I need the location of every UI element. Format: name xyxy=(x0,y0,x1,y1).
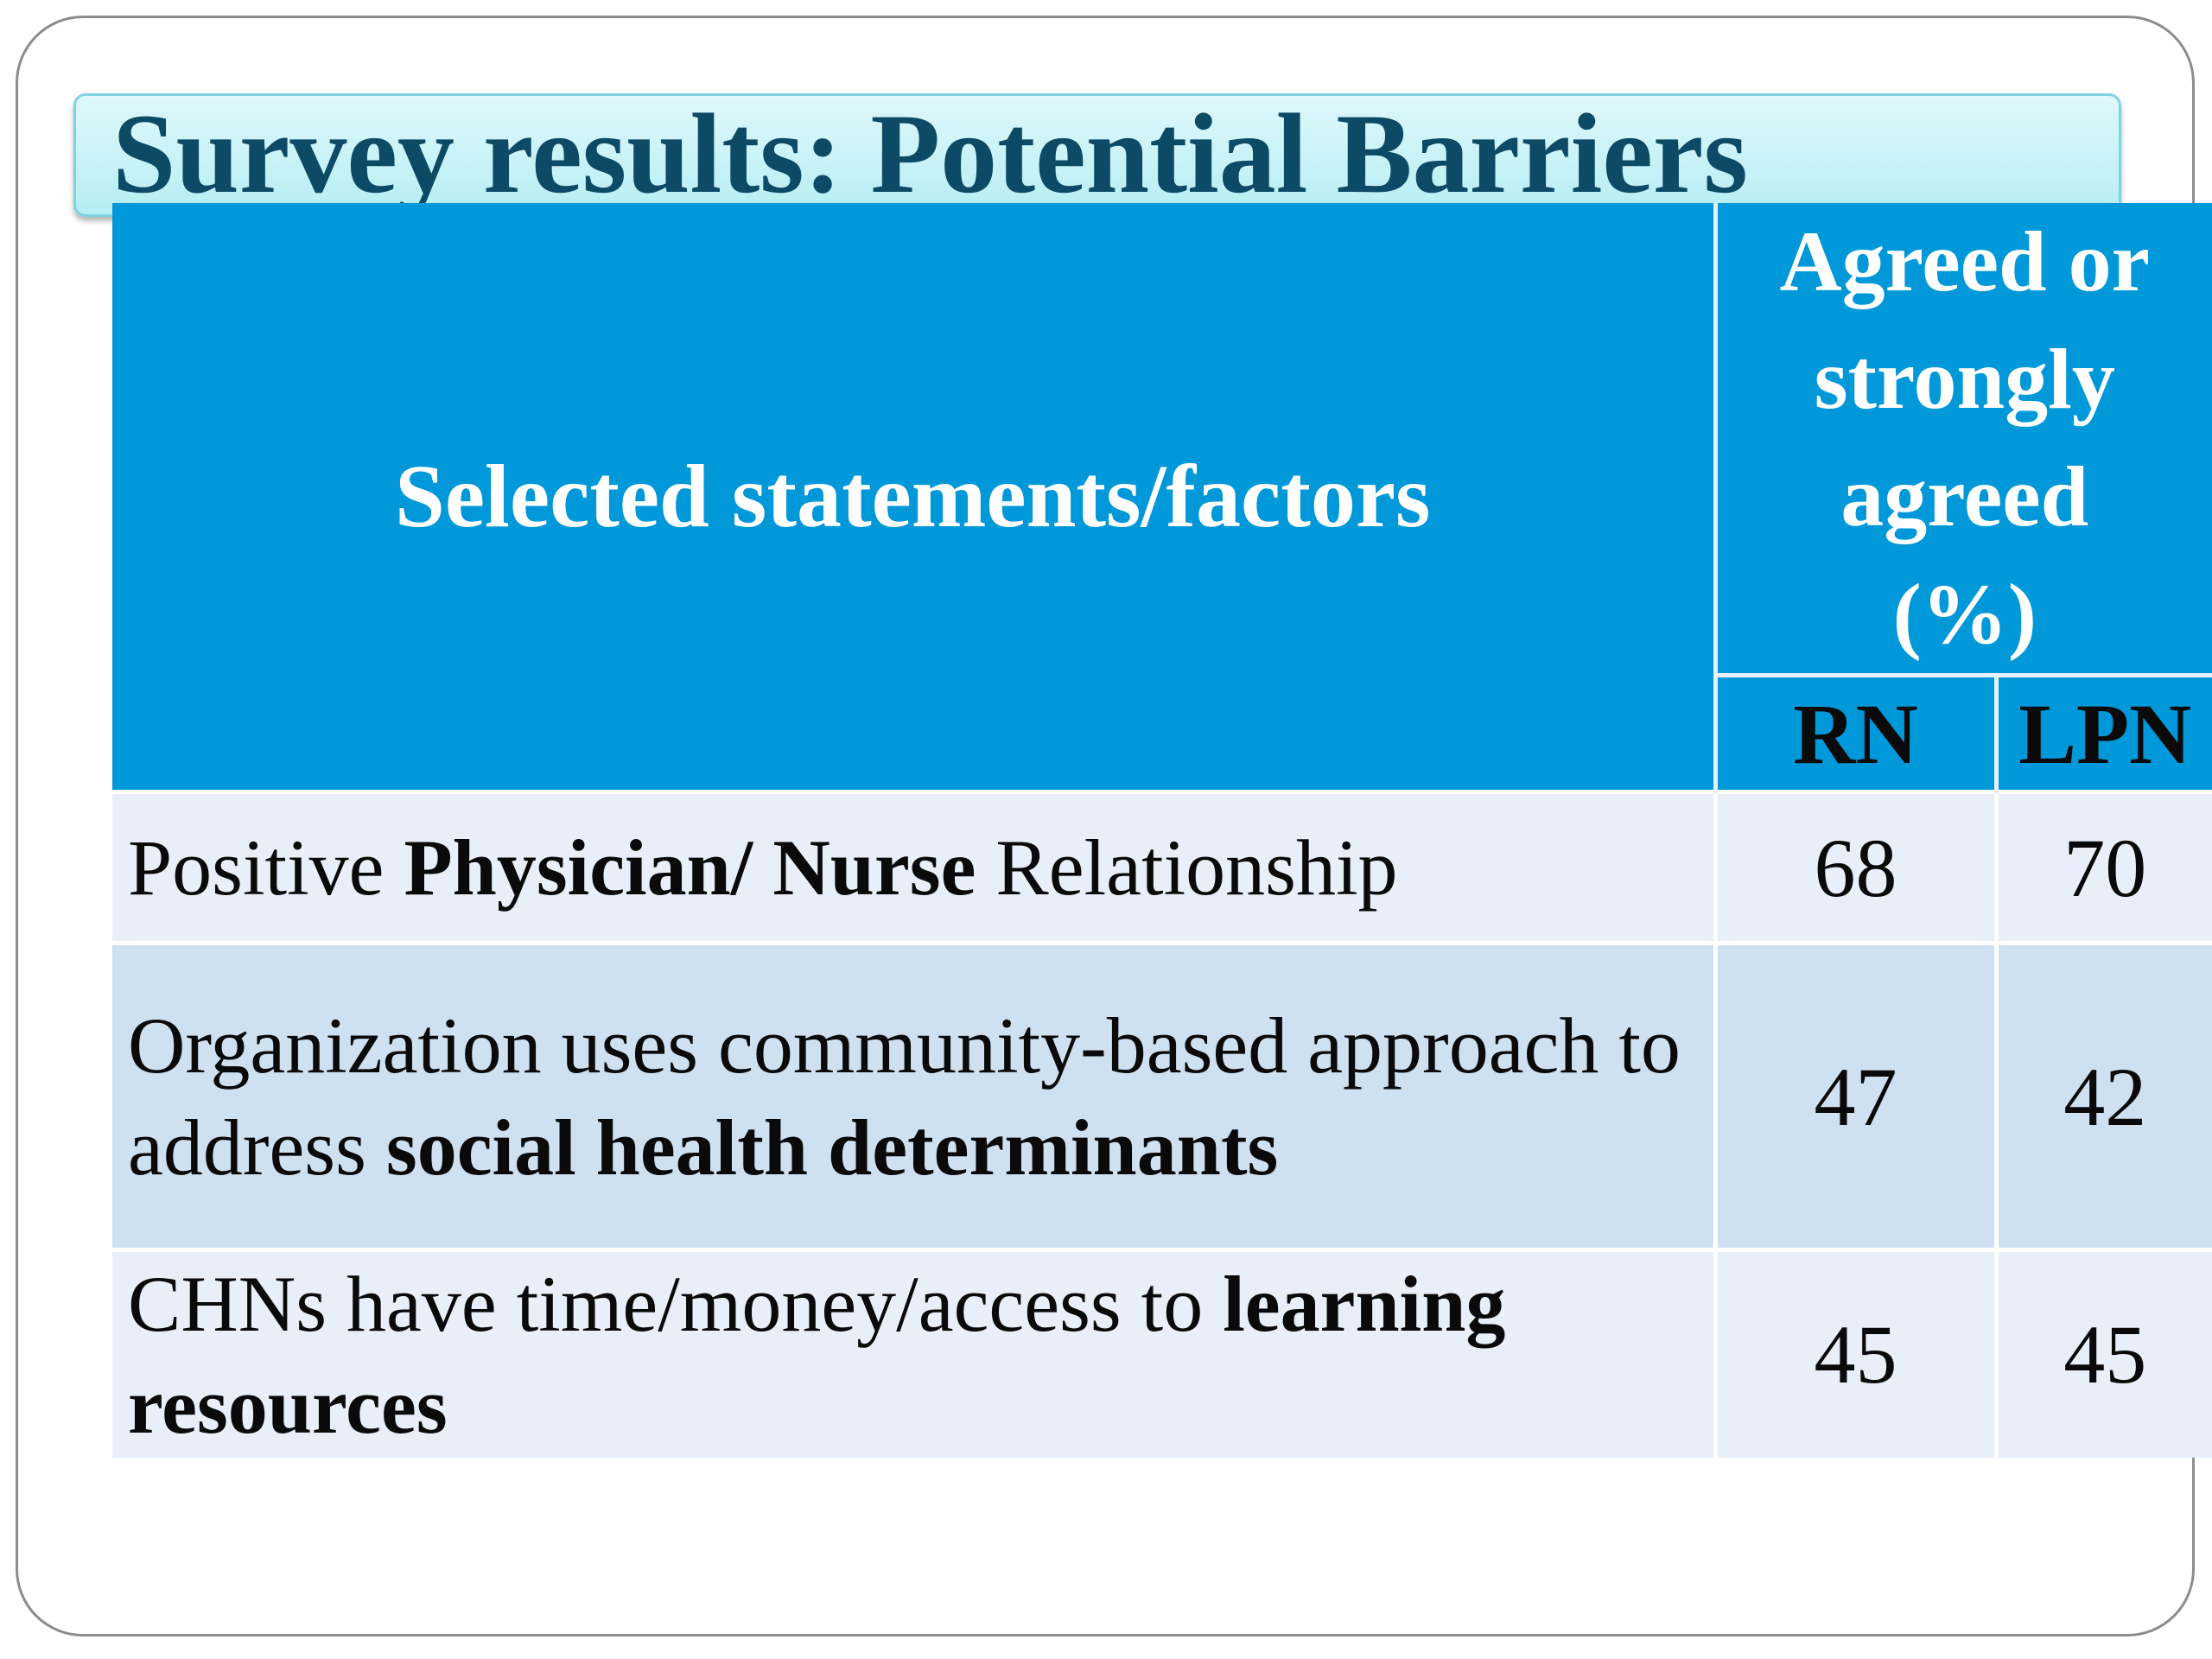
rn-value: 45 xyxy=(1713,1248,1996,1458)
statement-emphasis: Physician/ Nurse xyxy=(404,823,976,912)
statement-cell: Organization uses community-based approa… xyxy=(112,941,1715,1250)
header-statements: Selected statements/factors xyxy=(112,203,1715,792)
title-box xyxy=(73,93,2121,217)
rn-value: 47 xyxy=(1713,941,1996,1250)
table-row: Organization uses community-based approa… xyxy=(112,941,2212,1250)
statement-emphasis: learning resources xyxy=(128,1259,1506,1450)
header-agreed-line2: strongly xyxy=(1814,331,2115,427)
statement-text: Relationship xyxy=(976,823,1398,912)
lpn-value: 42 xyxy=(1993,941,2212,1250)
header-rn: RN xyxy=(1713,675,1996,792)
survey-results-table: Selected statements/factors Agreed or st… xyxy=(112,203,2212,1458)
header-agreed-line4: (%) xyxy=(1892,566,2037,662)
header-agreed-line3: agreed xyxy=(1840,448,2089,544)
header-agreed: Agreed or strongly agreed (%) xyxy=(1713,203,2212,677)
statement-text: Positive xyxy=(128,823,404,912)
table-subheader-row: RN LPN xyxy=(112,675,2212,792)
statement-text: Organization uses community-based approa… xyxy=(128,1001,1681,1192)
lpn-value: 70 xyxy=(1993,790,2212,944)
table-row: CHNs have time/money/access to learning … xyxy=(112,1248,2212,1458)
slide-title: Survey results: Potential Barriers xyxy=(112,90,1748,217)
statement-cell: Positive Physician/ Nurse Relationship xyxy=(112,790,1715,944)
table-row: Positive Physician/ Nurse Relationship 6… xyxy=(112,790,2212,944)
lpn-value: 45 xyxy=(1993,1248,2212,1458)
statement-emphasis: social health determinants xyxy=(385,1103,1279,1192)
rn-value: 68 xyxy=(1713,790,1996,944)
header-agreed-line1: Agreed or xyxy=(1779,213,2151,309)
header-lpn: LPN xyxy=(1993,675,2212,792)
table-header-row: Selected statements/factors Agreed or st… xyxy=(112,203,2212,792)
statement-text: CHNs have time/money/access to xyxy=(128,1259,1224,1348)
statement-cell: CHNs have time/money/access to learning … xyxy=(112,1248,1715,1458)
